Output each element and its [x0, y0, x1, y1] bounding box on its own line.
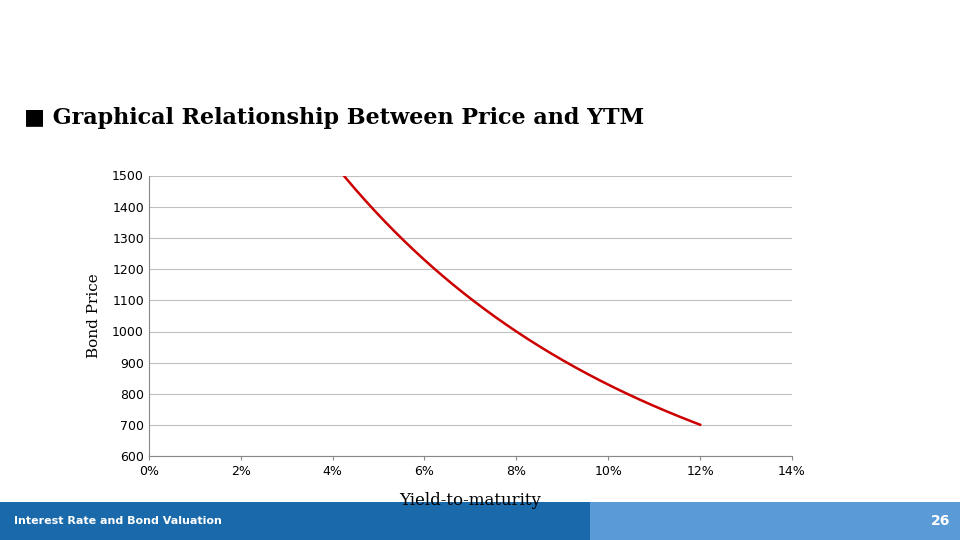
Text: 26: 26 [931, 514, 950, 528]
FancyBboxPatch shape [0, 502, 590, 540]
Text: More About Bonds: More About Bonds [17, 28, 324, 60]
Text: Interest Rate and Bond Valuation: Interest Rate and Bond Valuation [14, 516, 223, 526]
X-axis label: Yield-to-maturity: Yield-to-maturity [399, 492, 541, 509]
Y-axis label: Bond Price: Bond Price [87, 274, 101, 358]
Text: ■ Graphical Relationship Between Price and YTM: ■ Graphical Relationship Between Price a… [24, 107, 644, 129]
FancyBboxPatch shape [590, 502, 960, 540]
